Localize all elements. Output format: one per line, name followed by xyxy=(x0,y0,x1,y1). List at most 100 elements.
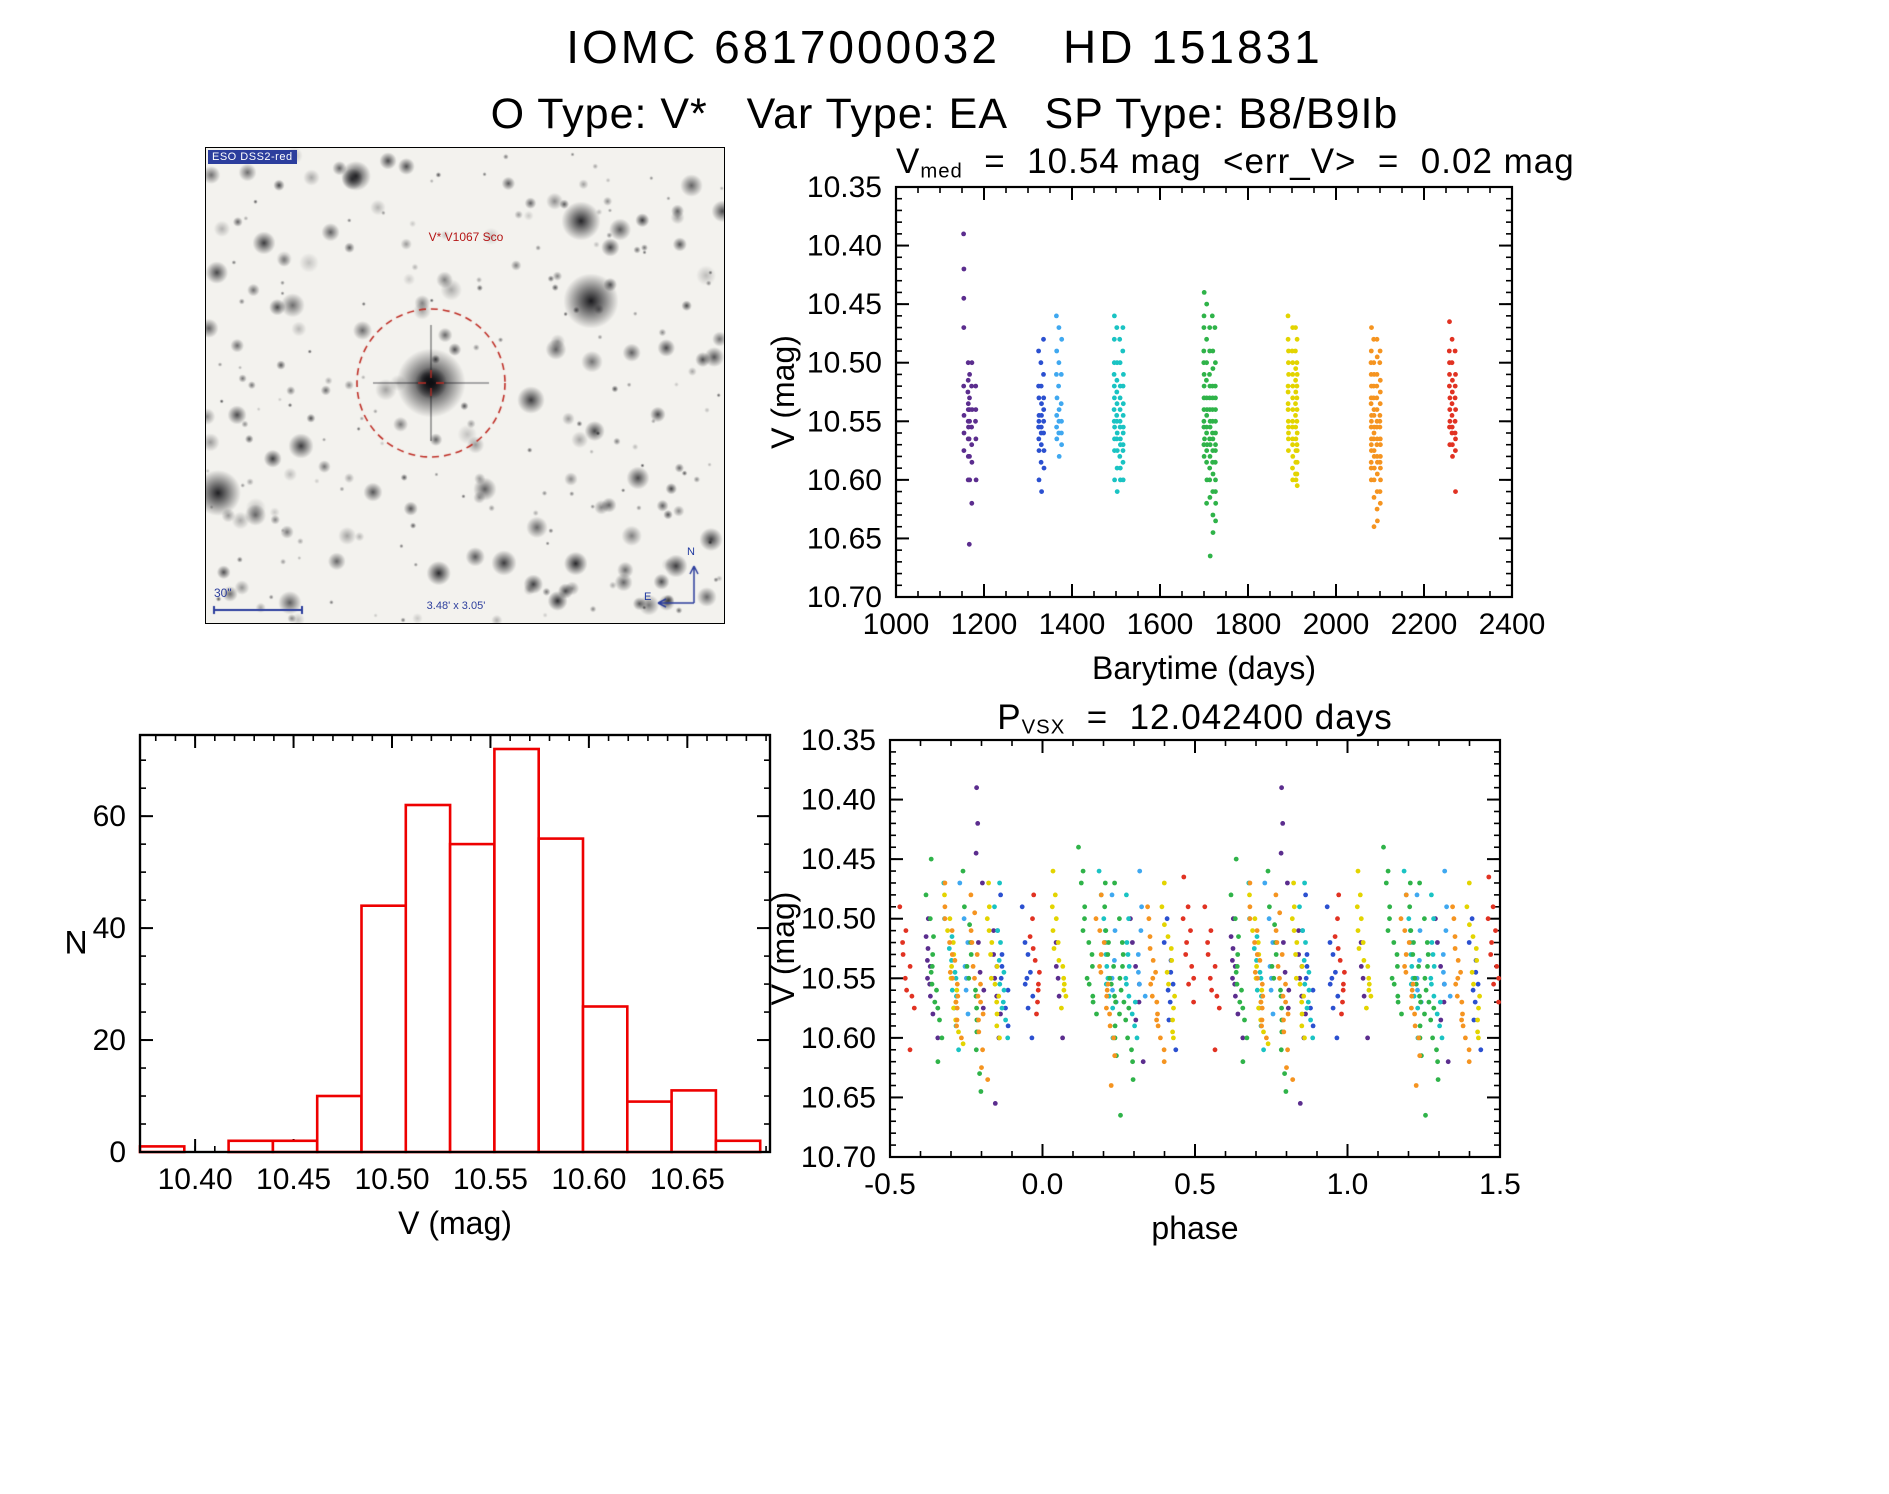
data-point xyxy=(980,1047,985,1053)
data-point xyxy=(1452,934,1458,939)
data-point xyxy=(1054,313,1059,319)
data-point xyxy=(961,413,967,418)
data-point xyxy=(1119,940,1125,945)
data-point xyxy=(1416,964,1421,969)
fov-label: 3.48' x 3.05' xyxy=(426,600,486,612)
data-point xyxy=(1003,1005,1008,1011)
data-point xyxy=(1369,325,1374,330)
data-point xyxy=(1173,1047,1179,1053)
data-point xyxy=(1242,1017,1247,1023)
data-point xyxy=(1449,424,1455,430)
data-point xyxy=(1201,313,1207,319)
data-point xyxy=(1037,969,1042,975)
data-point xyxy=(1408,928,1414,933)
data-point xyxy=(925,975,930,981)
data-point xyxy=(1056,407,1062,412)
data-point xyxy=(925,958,930,963)
data-point xyxy=(1230,975,1235,981)
data-point xyxy=(1117,418,1123,424)
compass-east-label: E xyxy=(644,591,652,603)
data-point xyxy=(1282,1071,1287,1076)
data-point xyxy=(1247,904,1253,910)
data-point xyxy=(973,436,979,442)
data-point xyxy=(1496,975,1502,981)
data-point xyxy=(1294,430,1300,436)
data-point xyxy=(1281,1029,1287,1035)
data-point xyxy=(1431,993,1437,999)
data-point xyxy=(1036,348,1041,354)
data-point xyxy=(968,952,974,957)
data-point xyxy=(1155,1023,1161,1029)
data-point xyxy=(1285,313,1291,319)
data-point xyxy=(1290,465,1295,471)
data-point xyxy=(1054,424,1059,430)
data-point xyxy=(1440,952,1446,957)
data-point xyxy=(1235,1011,1241,1017)
data-point xyxy=(1293,424,1299,430)
data-point xyxy=(994,964,1000,969)
data-point xyxy=(1080,928,1086,933)
data-point xyxy=(1284,1065,1289,1070)
data-point xyxy=(1471,1017,1477,1023)
data-point xyxy=(1216,1005,1222,1011)
data-point xyxy=(1375,518,1380,524)
data-point xyxy=(985,1077,991,1082)
data-point xyxy=(1430,1035,1435,1041)
data-point xyxy=(1036,477,1042,483)
data-point xyxy=(1191,999,1196,1005)
page-title: IOMC 6817000032 HD 151831 xyxy=(566,21,1323,73)
data-point xyxy=(1188,928,1193,933)
data-point xyxy=(1132,999,1138,1005)
data-point xyxy=(1207,436,1212,442)
data-point xyxy=(1466,1047,1472,1053)
data-point xyxy=(965,389,971,395)
data-point xyxy=(1358,964,1364,969)
data-point xyxy=(961,266,967,272)
data-point xyxy=(1168,946,1174,951)
data-point xyxy=(949,958,954,963)
data-point xyxy=(1290,1077,1296,1082)
data-point xyxy=(1294,360,1300,366)
data-point xyxy=(1120,348,1126,354)
data-point xyxy=(1450,442,1455,448)
data-point xyxy=(1191,975,1197,981)
data-point xyxy=(961,231,966,237)
data-point xyxy=(1254,934,1260,939)
data-point xyxy=(1213,360,1218,366)
data-point xyxy=(1169,958,1175,963)
data-point xyxy=(1452,348,1458,354)
data-point xyxy=(1204,301,1210,307)
data-point xyxy=(1470,934,1476,939)
data-point xyxy=(1212,1047,1218,1053)
data-point xyxy=(1003,1017,1008,1023)
data-point xyxy=(1365,1035,1370,1041)
data-point xyxy=(1279,785,1284,791)
data-point xyxy=(1259,987,1265,993)
histogram-bar xyxy=(271,1139,319,1154)
data-point xyxy=(1294,448,1300,453)
data-point xyxy=(1473,969,1479,975)
data-point xyxy=(976,1017,981,1023)
data-point xyxy=(1054,413,1060,418)
data-point xyxy=(1327,940,1333,945)
data-point xyxy=(1161,940,1167,945)
data-point xyxy=(973,850,979,856)
data-point xyxy=(1237,999,1243,1005)
data-point xyxy=(969,360,975,366)
y-tick-label: 10.60 xyxy=(807,464,882,497)
data-point xyxy=(1022,940,1028,945)
data-point xyxy=(1395,999,1401,1005)
data-point xyxy=(952,958,958,963)
data-point xyxy=(1441,999,1447,1005)
data-point xyxy=(996,993,1002,999)
data-point xyxy=(1213,489,1218,494)
data-point xyxy=(1365,964,1371,969)
data-point xyxy=(1158,1035,1163,1041)
data-point xyxy=(1059,418,1064,424)
x-tick-label: 2000 xyxy=(1303,608,1370,641)
data-point xyxy=(1271,975,1277,981)
data-point xyxy=(965,1011,971,1017)
data-point xyxy=(1335,993,1341,999)
lightcurve-title: Vmed = 10.54 mag <err_V> = 0.02 mag xyxy=(896,142,1574,183)
data-point xyxy=(907,964,913,969)
